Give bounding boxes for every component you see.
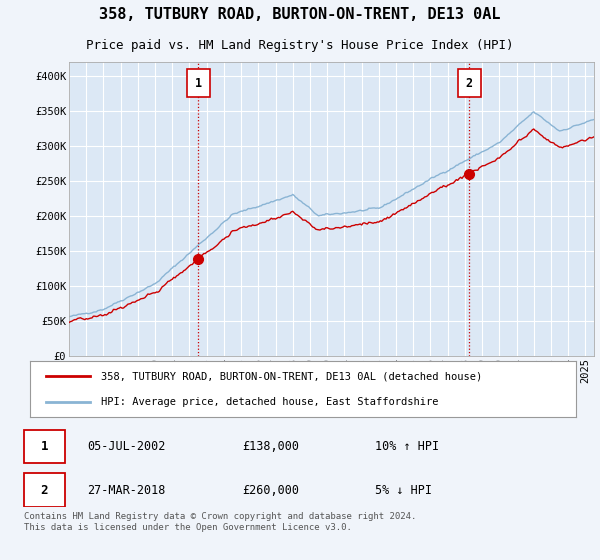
FancyBboxPatch shape [23, 430, 65, 463]
Text: 2: 2 [466, 77, 473, 90]
Text: 358, TUTBURY ROAD, BURTON-ON-TRENT, DE13 0AL (detached house): 358, TUTBURY ROAD, BURTON-ON-TRENT, DE13… [101, 371, 482, 381]
Text: HPI: Average price, detached house, East Staffordshire: HPI: Average price, detached house, East… [101, 397, 439, 407]
Text: 10% ↑ HPI: 10% ↑ HPI [375, 440, 439, 453]
FancyBboxPatch shape [23, 473, 65, 507]
Text: 05-JUL-2002: 05-JUL-2002 [87, 440, 165, 453]
Text: 1: 1 [41, 440, 48, 453]
Text: 2: 2 [41, 483, 48, 497]
Text: £138,000: £138,000 [242, 440, 299, 453]
Text: Price paid vs. HM Land Registry's House Price Index (HPI): Price paid vs. HM Land Registry's House … [86, 39, 514, 53]
Text: 358, TUTBURY ROAD, BURTON-ON-TRENT, DE13 0AL: 358, TUTBURY ROAD, BURTON-ON-TRENT, DE13… [99, 7, 501, 22]
Text: £260,000: £260,000 [242, 483, 299, 497]
FancyBboxPatch shape [187, 69, 209, 97]
Text: Contains HM Land Registry data © Crown copyright and database right 2024.
This d: Contains HM Land Registry data © Crown c… [23, 512, 416, 531]
Text: 5% ↓ HPI: 5% ↓ HPI [375, 483, 432, 497]
Text: 1: 1 [194, 77, 202, 90]
FancyBboxPatch shape [458, 69, 481, 97]
Text: 27-MAR-2018: 27-MAR-2018 [87, 483, 165, 497]
